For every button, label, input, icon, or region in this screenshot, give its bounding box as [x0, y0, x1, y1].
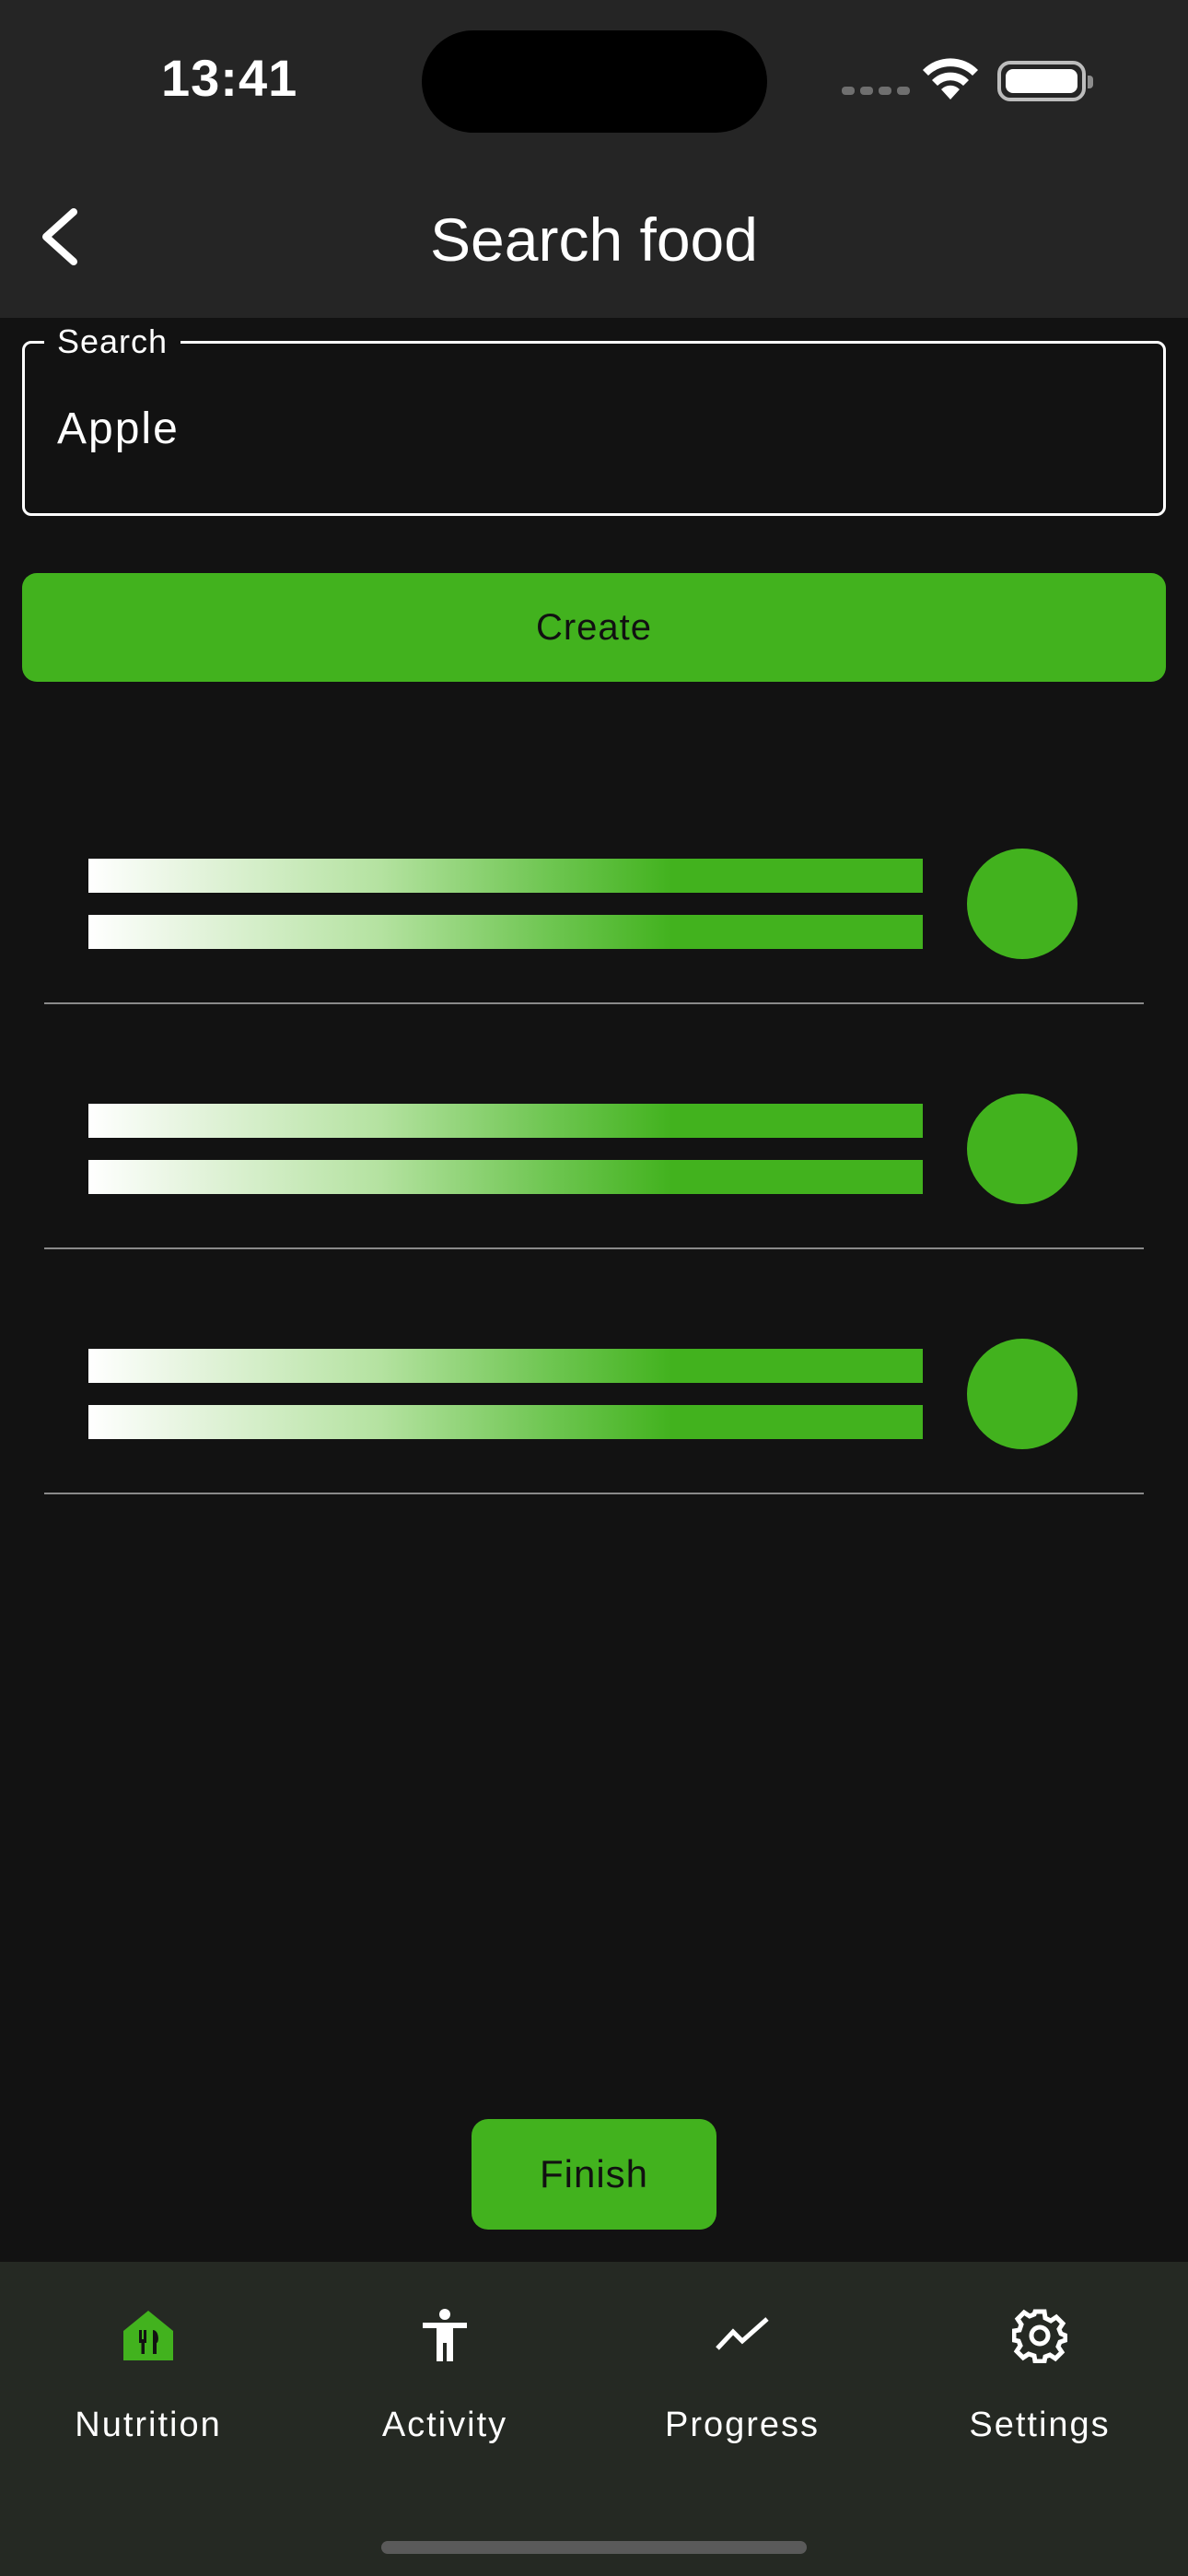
- nav-item-progress[interactable]: Progress: [594, 2308, 891, 2455]
- search-label: Search: [44, 322, 181, 361]
- accessibility-icon: [423, 2309, 467, 2361]
- nav-label: Progress: [664, 2406, 821, 2444]
- skeleton-avatar: [967, 1339, 1077, 1449]
- skeleton-avatar: [967, 849, 1077, 959]
- finish-button[interactable]: Finish: [472, 2119, 716, 2230]
- dynamic-island: [422, 30, 767, 133]
- trending-icon: [716, 2317, 769, 2350]
- battery-icon: [997, 61, 1093, 101]
- skeleton-line: [88, 859, 923, 893]
- skeleton-line: [88, 1160, 923, 1194]
- back-arrow-icon[interactable]: [33, 205, 88, 269]
- nav-item-activity[interactable]: Activity: [297, 2308, 593, 2455]
- status-time: 13:41: [161, 49, 298, 107]
- page-title: Search food: [430, 205, 758, 274]
- bottom-navigation: [0, 2262, 1188, 2576]
- search-input[interactable]: [22, 341, 1166, 516]
- nutrition-icon: [123, 2311, 173, 2360]
- create-button[interactable]: Create: [22, 573, 1166, 682]
- list-divider: [44, 1002, 1144, 1004]
- gear-icon: [1012, 2309, 1067, 2363]
- list-divider: [44, 1493, 1144, 1494]
- nav-label: Nutrition: [75, 2406, 222, 2444]
- search-value[interactable]: Apple: [57, 404, 180, 453]
- skeleton-line: [88, 1405, 923, 1439]
- skeleton-line: [88, 1104, 923, 1138]
- wifi-icon: [923, 58, 978, 100]
- skeleton-avatar: [967, 1094, 1077, 1204]
- nav-item-settings[interactable]: Settings: [891, 2308, 1188, 2455]
- list-divider: [44, 1247, 1144, 1249]
- skeleton-line: [88, 1349, 923, 1383]
- nav-label: Settings: [969, 2406, 1111, 2444]
- nav-label: Activity: [381, 2406, 508, 2444]
- nav-item-nutrition[interactable]: Nutrition: [0, 2308, 297, 2455]
- home-indicator[interactable]: [381, 2541, 807, 2554]
- cellular-signal-icon: [842, 87, 910, 95]
- skeleton-line: [88, 915, 923, 949]
